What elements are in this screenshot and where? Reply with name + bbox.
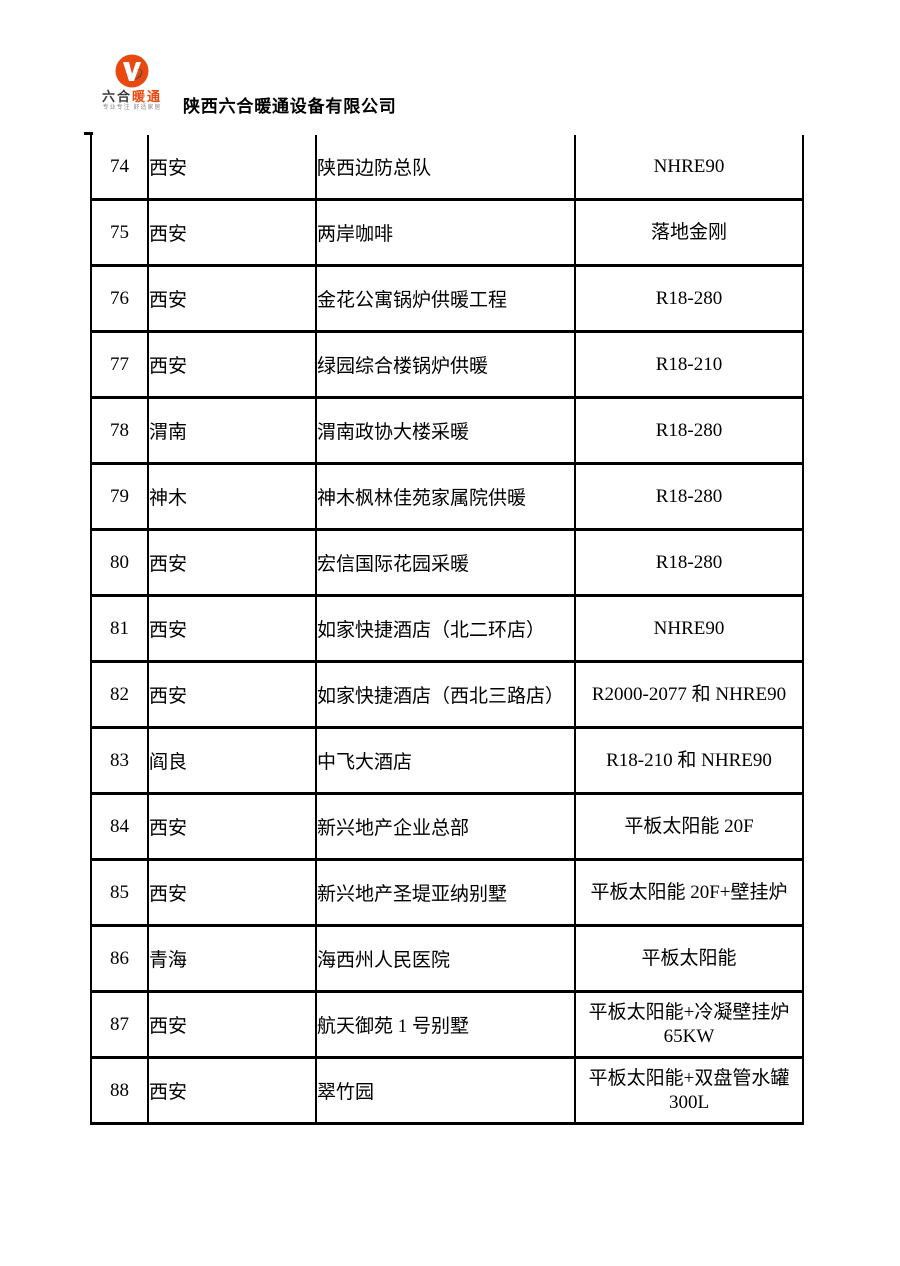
logo-v-icon [115, 54, 149, 88]
city-cell: 神木 [147, 462, 317, 531]
logo-tagline: 专业专注 舒适家居 [102, 105, 162, 111]
city-cell: 西安 [147, 1056, 317, 1125]
city-cell: 西安 [147, 858, 317, 927]
city-cell: 西安 [147, 792, 317, 861]
project-cell: 新兴地产企业总部 [315, 792, 576, 861]
city-cell: 西安 [147, 528, 317, 597]
model-cell: 平板太阳能+冷凝壁挂炉 65KW [574, 990, 804, 1059]
project-cell: 绿园综合楼锅炉供暖 [315, 330, 576, 399]
projects-table-body: 74 西安 陕西边防总队 NHRE90 75 西安 两岸咖啡 落地金刚 76 西… [90, 135, 804, 1125]
city-cell: 西安 [147, 594, 317, 663]
projects-table: 74 西安 陕西边防总队 NHRE90 75 西安 两岸咖啡 落地金刚 76 西… [90, 135, 804, 1125]
model-cell: R18-280 [574, 528, 804, 597]
project-cell: 两岸咖啡 [315, 198, 576, 267]
row-number-cell: 81 [90, 594, 149, 663]
logo-name: 六合暖通 [92, 90, 172, 103]
project-cell: 宏信国际花园采暖 [315, 528, 576, 597]
project-cell: 神木枫林佳苑家属院供暖 [315, 462, 576, 531]
city-cell: 阎良 [147, 726, 317, 795]
table-row: 81 西安 如家快捷酒店（北二环店） NHRE90 [90, 594, 804, 663]
model-cell: R18-280 [574, 462, 804, 531]
project-cell: 翠竹园 [315, 1056, 576, 1125]
logo-name-part2: 暖通 [132, 89, 163, 104]
city-cell: 西安 [147, 990, 317, 1059]
company-logo: 六合暖通 专业专注 舒适家居 [92, 54, 172, 111]
row-number-cell: 85 [90, 858, 149, 927]
model-cell: R18-280 [574, 396, 804, 465]
table-row: 80 西安 宏信国际花园采暖 R18-280 [90, 528, 804, 597]
row-number-cell: 87 [90, 990, 149, 1059]
row-number-cell: 80 [90, 528, 149, 597]
project-cell: 渭南政协大楼采暖 [315, 396, 576, 465]
city-cell: 西安 [147, 330, 317, 399]
model-cell: R2000-2077 和 NHRE90 [574, 660, 804, 729]
model-cell: R18-210 [574, 330, 804, 399]
table-top-left-stub [84, 132, 93, 135]
table-row: 83 阎良 中飞大酒店 R18-210 和 NHRE90 [90, 726, 804, 795]
row-number-cell: 86 [90, 924, 149, 993]
row-number-cell: 83 [90, 726, 149, 795]
table-row: 74 西安 陕西边防总队 NHRE90 [90, 135, 804, 201]
table-row: 84 西安 新兴地产企业总部 平板太阳能 20F [90, 792, 804, 861]
row-number-cell: 75 [90, 198, 149, 267]
logo-name-part1: 六合 [101, 89, 132, 104]
row-number-cell: 74 [90, 135, 149, 201]
row-number-cell: 76 [90, 264, 149, 333]
city-cell: 西安 [147, 135, 317, 201]
row-number-cell: 82 [90, 660, 149, 729]
model-cell: NHRE90 [574, 594, 804, 663]
table-row: 76 西安 金花公寓锅炉供暖工程 R18-280 [90, 264, 804, 333]
city-cell: 西安 [147, 264, 317, 333]
model-cell: NHRE90 [574, 135, 804, 201]
project-cell: 陕西边防总队 [315, 135, 576, 201]
table-row: 77 西安 绿园综合楼锅炉供暖 R18-210 [90, 330, 804, 399]
row-number-cell: 77 [90, 330, 149, 399]
model-cell: 平板太阳能+双盘管水罐 300L [574, 1056, 804, 1125]
project-cell: 如家快捷酒店（北二环店） [315, 594, 576, 663]
model-cell: R18-280 [574, 264, 804, 333]
project-cell: 航天御苑 1 号别墅 [315, 990, 576, 1059]
project-cell: 新兴地产圣堤亚纳别墅 [315, 858, 576, 927]
table-row: 78 渭南 渭南政协大楼采暖 R18-280 [90, 396, 804, 465]
table-row: 88 西安 翠竹园 平板太阳能+双盘管水罐 300L [90, 1056, 804, 1125]
table-row: 75 西安 两岸咖啡 落地金刚 [90, 198, 804, 267]
model-cell: 平板太阳能 20F+壁挂炉 [574, 858, 804, 927]
model-cell: 落地金刚 [574, 198, 804, 267]
project-cell: 中飞大酒店 [315, 726, 576, 795]
row-number-cell: 88 [90, 1056, 149, 1125]
table-row: 82 西安 如家快捷酒店（西北三路店） R2000-2077 和 NHRE90 [90, 660, 804, 729]
model-cell: R18-210 和 NHRE90 [574, 726, 804, 795]
table-row: 85 西安 新兴地产圣堤亚纳别墅 平板太阳能 20F+壁挂炉 [90, 858, 804, 927]
company-name-title: 陕西六合暖通设备有限公司 [183, 97, 397, 116]
table-row: 79 神木 神木枫林佳苑家属院供暖 R18-280 [90, 462, 804, 531]
project-cell: 海西州人民医院 [315, 924, 576, 993]
model-cell: 平板太阳能 20F [574, 792, 804, 861]
city-cell: 青海 [147, 924, 317, 993]
city-cell: 西安 [147, 198, 317, 267]
row-number-cell: 79 [90, 462, 149, 531]
row-number-cell: 84 [90, 792, 149, 861]
city-cell: 西安 [147, 660, 317, 729]
project-cell: 金花公寓锅炉供暖工程 [315, 264, 576, 333]
project-cell: 如家快捷酒店（西北三路店） [315, 660, 576, 729]
row-number-cell: 78 [90, 396, 149, 465]
city-cell: 渭南 [147, 396, 317, 465]
model-cell: 平板太阳能 [574, 924, 804, 993]
table-row: 86 青海 海西州人民医院 平板太阳能 [90, 924, 804, 993]
table-row: 87 西安 航天御苑 1 号别墅 平板太阳能+冷凝壁挂炉 65KW [90, 990, 804, 1059]
